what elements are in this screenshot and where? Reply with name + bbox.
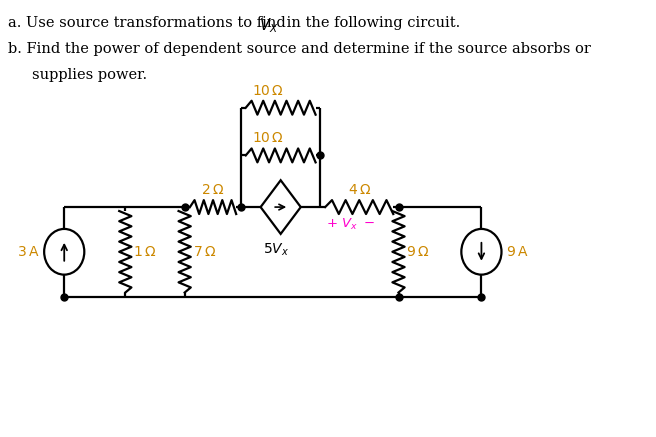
Text: $7\,\Omega$: $7\,\Omega$ xyxy=(192,245,216,259)
Text: $3\,\mathrm{A}$: $3\,\mathrm{A}$ xyxy=(17,245,40,259)
Text: supplies power.: supplies power. xyxy=(32,68,147,82)
Text: $+\ V_x\ -$: $+\ V_x\ -$ xyxy=(326,217,375,232)
Text: $V_X$: $V_X$ xyxy=(259,16,278,35)
Text: $9\,\mathrm{A}$: $9\,\mathrm{A}$ xyxy=(506,245,528,259)
Text: b. Find the power of dependent source and determine if the source absorbs or: b. Find the power of dependent source an… xyxy=(9,42,591,56)
Text: $1\,\Omega$: $1\,\Omega$ xyxy=(133,245,156,259)
Text: $9\,\Omega$: $9\,\Omega$ xyxy=(406,245,430,259)
Text: $5V_x$: $5V_x$ xyxy=(263,242,289,258)
Text: $10\,\Omega$: $10\,\Omega$ xyxy=(251,132,283,146)
Text: $4\,\Omega$: $4\,\Omega$ xyxy=(348,183,371,197)
Text: in the following circuit.: in the following circuit. xyxy=(283,16,461,30)
Text: $10\,\Omega$: $10\,\Omega$ xyxy=(251,84,283,98)
Text: a. Use source transformations to find: a. Use source transformations to find xyxy=(9,16,291,30)
Text: $2\,\Omega$: $2\,\Omega$ xyxy=(201,183,224,197)
